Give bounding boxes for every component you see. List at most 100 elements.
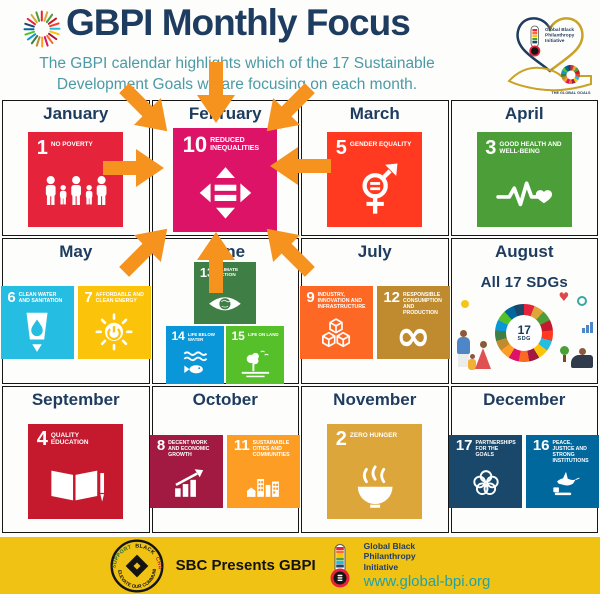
website-link[interactable]: www.global-bpi.org (363, 572, 491, 590)
month-cell-november: November 2 ZERO HUNGER (301, 386, 449, 533)
sdg-title: DECENT WORK AND ECONOMIC GROWTH (168, 440, 210, 459)
sdg-tile-industry-innovation: 9 INDUSTRY, INNOVATION AND INFRASTRUCTURE (299, 286, 373, 359)
gear-icon (577, 295, 588, 306)
industry-innovation-icon (300, 311, 373, 359)
sdg-tile-peace-justice: 16 PEACE, JUSTICE AND STRONG INSTITUTIONS (526, 434, 600, 508)
sdg-tile-no-poverty: 1 NO POVERTY (28, 132, 124, 227)
month-label: March (349, 104, 400, 123)
sdg-title: PARTNERSHIPS FOR THE GOALS (475, 440, 516, 459)
month-cell-october: October 8 DECENT WORK AND ECONOMIC GROWTH… (150, 386, 301, 533)
month-label: July (357, 242, 392, 261)
sdg-title: CLIMATE ACTION (217, 267, 239, 279)
sdg-tile-life-below-water: 14 LIFE BELOW WATER (166, 326, 225, 384)
sdg-number: 3 (485, 136, 497, 159)
sdg-number: 11 (233, 437, 250, 455)
lightbulb-icon (461, 299, 470, 308)
month-cell-july: July 9 INDUSTRY, INNOVATION AND INFRASTRU… (299, 238, 450, 384)
sdg-tile-reduced-inequalities: 10 REDUCED INEQUALITIES (173, 127, 278, 232)
climate-action-icon (194, 279, 256, 324)
sdg-number: 4 (36, 428, 48, 451)
sdg-tile-quality-education: 4 QUALITY EDUCATION (28, 423, 124, 519)
clean-energy-icon (78, 305, 151, 359)
month-label: November (333, 390, 417, 409)
gbpi-heart-logo: Global Black Philanthropy Initiative THE… (503, 3, 597, 97)
month-cell-june: June 13 CLIMATE ACTION 14 LIFE BELOW WATER (151, 238, 299, 384)
partnerships-icon (449, 459, 522, 507)
sdg-title: AFFORDABLE AND CLEAN ENERGY (95, 291, 144, 304)
sdg-number: 14 (171, 328, 185, 343)
peace-justice-icon (526, 465, 599, 507)
sdg-wheel-icon (561, 65, 580, 84)
sdg-number: 2 (335, 428, 347, 451)
svg-text:Global Black Philanthr: Global Black Philanthropy Initiative (545, 27, 576, 44)
sdg-number: 1 (36, 136, 48, 159)
all-17-sdgs-label: All 17 SDGs (480, 273, 568, 291)
sdg-tile-clean-water: 6 CLEAN WATER AND SANITATION (0, 286, 74, 359)
plant-icon (560, 345, 570, 362)
clean-water-icon (1, 305, 74, 359)
month-cell-february: February 10 REDUCED INEQUALITIES (151, 100, 299, 236)
month-cell-january: January 1 NO POVERTY (2, 100, 150, 236)
month-cell-august: August All 17 SDGs ♥ 17 SDG (450, 238, 598, 384)
gbpi-thermometer-logo (330, 543, 350, 587)
fist-icon (337, 574, 343, 581)
sdg-tile-gender-equality: 5 GENDER EQUALITY (327, 132, 423, 227)
sdg-tile-sustainable-cities: 11 SUSTAINABLE CITIES AND COMMUNITIES (227, 434, 301, 508)
sdg-tile-clean-energy: 7 AFFORDABLE AND CLEAN ENERGY (77, 286, 151, 359)
sdg-tile-decent-work: 8 DECENT WORK AND ECONOMIC GROWTH (150, 434, 224, 508)
sdg-title: INDUSTRY, INNOVATION AND INFRASTRUCTURE (317, 291, 366, 310)
sdg-tile-partnerships: 17 PARTNERSHIPS FOR THE GOALS (449, 434, 523, 508)
sdg-title: QUALITY EDUCATION (50, 432, 89, 447)
page-subtitle: The GBPI calendar highlights which of th… (39, 55, 435, 93)
month-label: December (483, 390, 566, 409)
month-label: June (205, 242, 246, 261)
page-title: GBPI Monthly Focus (66, 2, 411, 43)
zero-hunger-icon (327, 448, 422, 518)
sdg-burst-logo-icon (22, 9, 62, 49)
sdg-title: REDUCED INEQUALITIES (210, 136, 260, 152)
decent-work-icon (150, 459, 223, 507)
wheel-center-number: 17 (517, 322, 531, 337)
sdg-title: LIFE ON LAND (247, 331, 279, 337)
sdg-tile-good-health: 3 GOOD HEALTH AND WELL-BEING (476, 132, 572, 227)
month-label: October (192, 390, 258, 409)
thermometer-icon (529, 25, 541, 57)
sdg-number: 17 (455, 437, 473, 455)
no-poverty-icon (28, 157, 123, 227)
sdg-tile-responsible-consumption: 12 RESPONSIBLE CONSUMPTION AND PRODUCTION… (376, 286, 450, 359)
gender-equality-icon (327, 157, 422, 227)
month-label: May (59, 242, 93, 261)
chart-bars-icon (582, 321, 594, 333)
sdg-title: CLEAN WATER AND SANITATION (18, 291, 63, 304)
sdg-title: ZERO HUNGER (349, 432, 398, 440)
sdg-title: GENDER EQUALITY (349, 140, 412, 148)
sdg-title: LIFE BELOW WATER (187, 331, 215, 342)
sustainable-cities-icon (227, 459, 300, 507)
sdg-wheel-icon: 17 SDG (495, 303, 554, 362)
month-cell-may: May 6 CLEAN WATER AND SANITATION 7 AFFORDA… (0, 238, 151, 384)
sdg-number: 6 (7, 288, 16, 306)
person-figure (475, 340, 492, 369)
footer-org-line: Global Black (363, 541, 416, 552)
sdg-title: SUSTAINABLE CITIES AND COMMUNITIES (252, 440, 290, 459)
life-on-land-icon (226, 341, 284, 384)
month-label: April (504, 104, 544, 123)
sdg-title: NO POVERTY (50, 140, 93, 148)
hand-icon (507, 66, 592, 92)
sdg-number: 10 (182, 131, 208, 157)
sdg-number: 5 (335, 136, 347, 159)
footer-bar: SUPPORT BLACK CHARITIES ELEVATE OUR COMM… (0, 537, 600, 594)
heart-icon: ♥ (558, 289, 570, 304)
wheel-center-caption: SDG (517, 335, 531, 342)
quality-education-icon (28, 448, 123, 518)
month-label: January (43, 104, 109, 123)
sbc-presents-text: SBC Presents GBPI (175, 557, 316, 574)
sdg-number: 13 (199, 264, 215, 280)
good-health-icon (477, 157, 572, 227)
heart-outline-icon (516, 17, 584, 73)
month-label: February (188, 104, 262, 123)
sdg-number: 9 (306, 288, 315, 306)
sdg-title: PEACE, JUSTICE AND STRONG INSTITUTIONS (552, 440, 589, 465)
month-label: August (494, 242, 554, 261)
person-figure (457, 329, 471, 367)
